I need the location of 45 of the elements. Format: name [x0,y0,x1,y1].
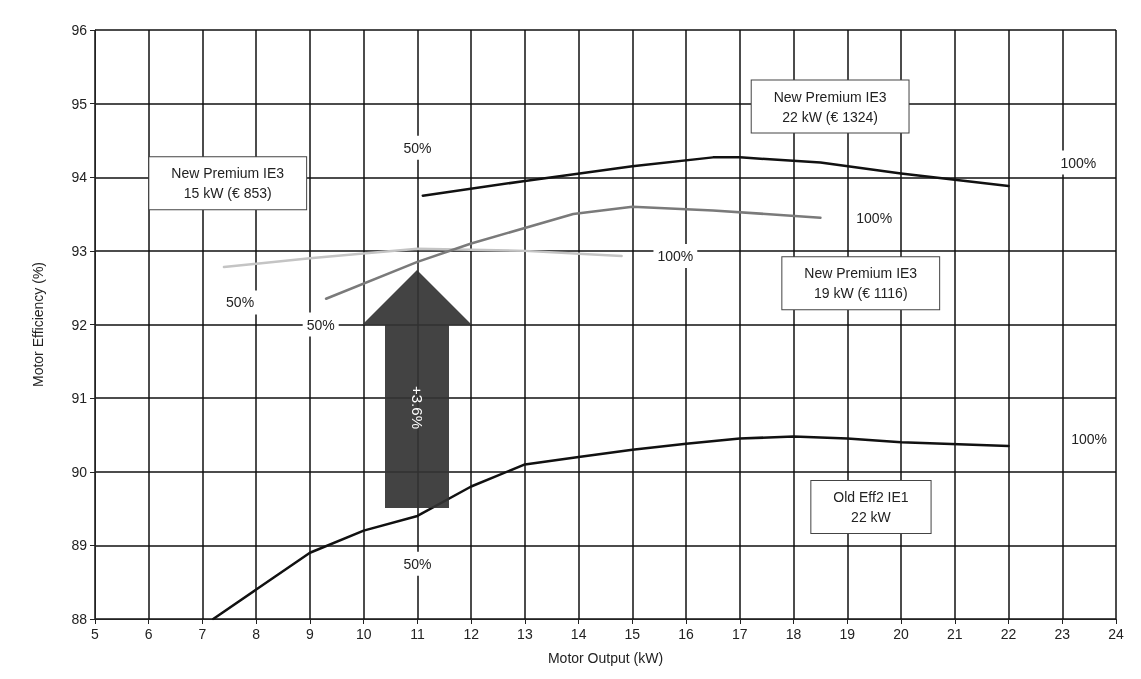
annotation: 50% [226,294,255,311]
x-tick-label: 8 [252,626,261,642]
y-tick-label: 95 [71,95,88,112]
line-series [222,247,623,269]
x-tick-label: 14 [570,626,587,642]
x-tick-label: 22 [1000,626,1017,642]
annotation: 100% [657,248,694,265]
x-tick-label: 10 [355,626,372,642]
annotation: 100% [1071,430,1108,447]
annotation: New Premium IE3 19 kW (€ 1116) [804,265,918,302]
y-tick-label: 92 [71,316,88,333]
y-tick-label: 89 [71,537,88,554]
x-tick-label: 20 [893,626,910,642]
annotation: 100% [856,209,893,226]
y-tick-label: 94 [71,169,88,186]
annotation: +3.6% [408,384,426,431]
y-tick-label: 93 [71,242,88,259]
x-tick-label: 17 [732,626,748,642]
x-tick-label: 16 [678,626,695,642]
x-tick-label: 23 [1054,626,1071,642]
x-tick-label: 24 [1108,626,1124,642]
x-tick-label: 19 [839,626,856,642]
x-tick-label: 6 [144,626,153,642]
y-tick-label: 88 [71,611,88,627]
y-tick-label: 96 [71,22,88,38]
y-tick-label: 91 [71,390,88,407]
annotation: New Premium IE3 15 kW (€ 853) [171,165,285,202]
x-tick-label: 7 [198,626,207,642]
x-tick-label: 11 [410,626,425,642]
x-axis-title: Motor Output (kW) [547,650,664,666]
y-axis-title: Motor Efficiency (%) [30,262,46,387]
x-tick-label: 5 [91,626,100,642]
x-tick-label: 18 [785,626,802,642]
annotation: New Premium IE3 22 kW (€ 1324) [773,88,887,125]
annotation: 50% [306,316,335,333]
x-tick-label: 13 [517,626,533,642]
x-tick-label: 9 [306,626,315,642]
annotation: Old Eff2 IE1 22 kW [833,489,909,526]
annotation: 50% [403,139,432,156]
x-tick-label: 12 [463,626,480,642]
annotation: 50% [403,555,432,572]
annotation: 100% [1060,154,1097,171]
x-tick-label: 15 [624,626,641,642]
y-tick-label: 90 [71,463,88,480]
x-tick-label: 21 [947,626,963,642]
